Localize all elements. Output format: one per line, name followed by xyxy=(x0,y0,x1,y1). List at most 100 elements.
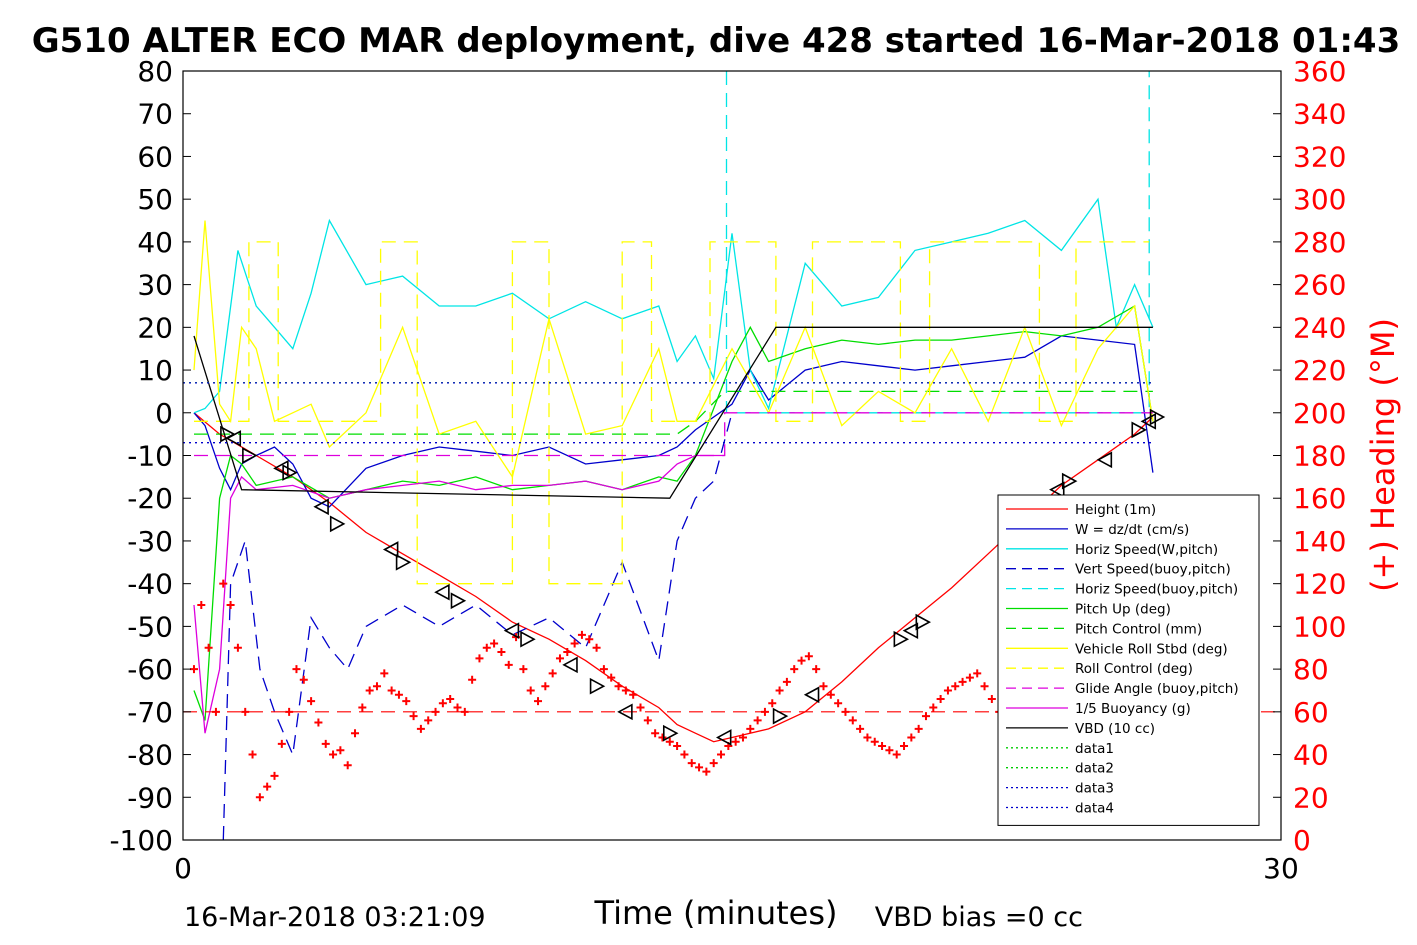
left-tick-label: -80 xyxy=(127,739,173,772)
legend-label-vbd: VBD (10 cc) xyxy=(1075,721,1155,737)
heading-point xyxy=(526,686,535,695)
heading-point xyxy=(929,703,938,712)
heading-point xyxy=(848,716,857,725)
heading-point xyxy=(592,643,601,652)
left-tick-label: 70 xyxy=(137,98,173,131)
heading-point xyxy=(760,707,769,716)
heading-point xyxy=(958,677,967,686)
heading-point xyxy=(460,707,469,716)
legend-label-data3: data3 xyxy=(1075,781,1114,797)
legend-box xyxy=(997,494,1260,826)
heading-point xyxy=(804,652,813,661)
heading-point xyxy=(673,742,682,751)
heading-point xyxy=(841,707,850,716)
heading-point xyxy=(189,665,198,674)
legend-label-horiz_w: Horiz Speed(W,pitch) xyxy=(1075,542,1218,558)
series-line-buoy xyxy=(193,454,725,734)
direction-marker xyxy=(313,498,329,516)
direction-marker xyxy=(242,447,258,464)
series-line-roll_ctrl xyxy=(194,241,1150,585)
heading-point xyxy=(555,654,564,663)
direction-marker xyxy=(772,707,789,725)
series-line-horiz_w xyxy=(193,197,1154,414)
direction-marker xyxy=(282,464,298,481)
heading-point xyxy=(819,682,828,691)
heading-point xyxy=(343,761,352,770)
right-tick-label: 160 xyxy=(1293,482,1346,515)
legend-label-data2: data2 xyxy=(1075,761,1114,777)
heading-point xyxy=(943,686,952,695)
right-tick-label: 80 xyxy=(1293,653,1329,686)
heading-point xyxy=(394,690,403,699)
direction-marker xyxy=(803,686,820,704)
heading-point xyxy=(204,643,213,652)
direction-marker xyxy=(662,724,679,742)
heading-point xyxy=(431,707,440,716)
heading-point xyxy=(497,648,506,657)
series-line-height xyxy=(193,412,1154,743)
left-tick-label: 60 xyxy=(137,140,173,173)
legend-label-roll: Vehicle Roll Stbd (deg) xyxy=(1075,641,1228,657)
heading-point xyxy=(197,601,206,610)
heading-point xyxy=(446,695,455,704)
heading-point xyxy=(380,669,389,678)
heading-point xyxy=(870,737,879,746)
heading-point xyxy=(680,750,689,759)
x-axis-label: Time (minutes) xyxy=(594,894,838,932)
heading-point xyxy=(534,697,543,706)
heading-point xyxy=(372,682,381,691)
heading-point xyxy=(321,739,330,748)
legend-label-glide: Glide Angle (buoy,pitch) xyxy=(1075,681,1239,697)
heading-point xyxy=(292,665,301,674)
heading-point xyxy=(738,733,747,742)
heading-point xyxy=(863,733,872,742)
heading-point xyxy=(219,579,228,588)
left-tick-label: 80 xyxy=(137,55,173,88)
heading-point xyxy=(358,703,367,712)
right-tick-label: 40 xyxy=(1293,739,1329,772)
heading-point xyxy=(812,665,821,674)
heading-point xyxy=(599,665,608,674)
heading-point xyxy=(307,697,316,706)
right-tick-label: 260 xyxy=(1293,269,1346,302)
heading-point xyxy=(607,673,616,682)
heading-point xyxy=(965,673,974,682)
right-tick-label: 20 xyxy=(1293,781,1329,814)
right-tick-label: 100 xyxy=(1293,610,1346,643)
heading-point xyxy=(416,724,425,733)
heading-point xyxy=(797,656,806,665)
right-tick-label: 280 xyxy=(1293,226,1346,259)
heading-point xyxy=(695,763,704,772)
footer-vbd-bias: VBD bias =0 cc xyxy=(875,902,1083,933)
chart-title: G510 ALTER ECO MAR deployment, dive 428 … xyxy=(32,21,1401,61)
heading-point xyxy=(717,750,726,759)
heading-point xyxy=(900,742,909,751)
heading-point xyxy=(636,703,645,712)
heading-point xyxy=(211,707,220,716)
right-axis-label: (+) Heading (°M) xyxy=(1364,318,1402,592)
footer-timestamp: 16-Mar-2018 03:21:09 xyxy=(184,902,486,933)
heading-point xyxy=(746,724,755,733)
left-tick-label: 40 xyxy=(137,226,173,259)
right-tick-label: 200 xyxy=(1293,397,1346,430)
heading-point xyxy=(409,712,418,721)
heading-point xyxy=(468,675,477,684)
heading-point xyxy=(255,793,264,802)
series-line-horiz_buoy xyxy=(725,71,1150,414)
right-tick-label: 180 xyxy=(1293,440,1346,473)
legend: Height (1m) W = dz/dt (cm/s) Horiz Speed(W… xyxy=(997,494,1260,826)
heading-point xyxy=(424,716,433,725)
x-tick-label: 30 xyxy=(1263,852,1299,885)
heading-point xyxy=(336,746,345,755)
direction-marker xyxy=(382,541,399,558)
direction-marker xyxy=(503,622,520,640)
legend-label-pitch_ctrl: Pitch Control (mm) xyxy=(1075,621,1202,637)
right-tick-label: 140 xyxy=(1293,525,1346,558)
left-tick-label: -60 xyxy=(127,653,173,686)
heading-point xyxy=(248,750,257,759)
left-tick-label: 30 xyxy=(137,269,173,302)
heading-point xyxy=(936,695,945,704)
heading-point xyxy=(387,686,396,695)
heading-point xyxy=(241,707,250,716)
